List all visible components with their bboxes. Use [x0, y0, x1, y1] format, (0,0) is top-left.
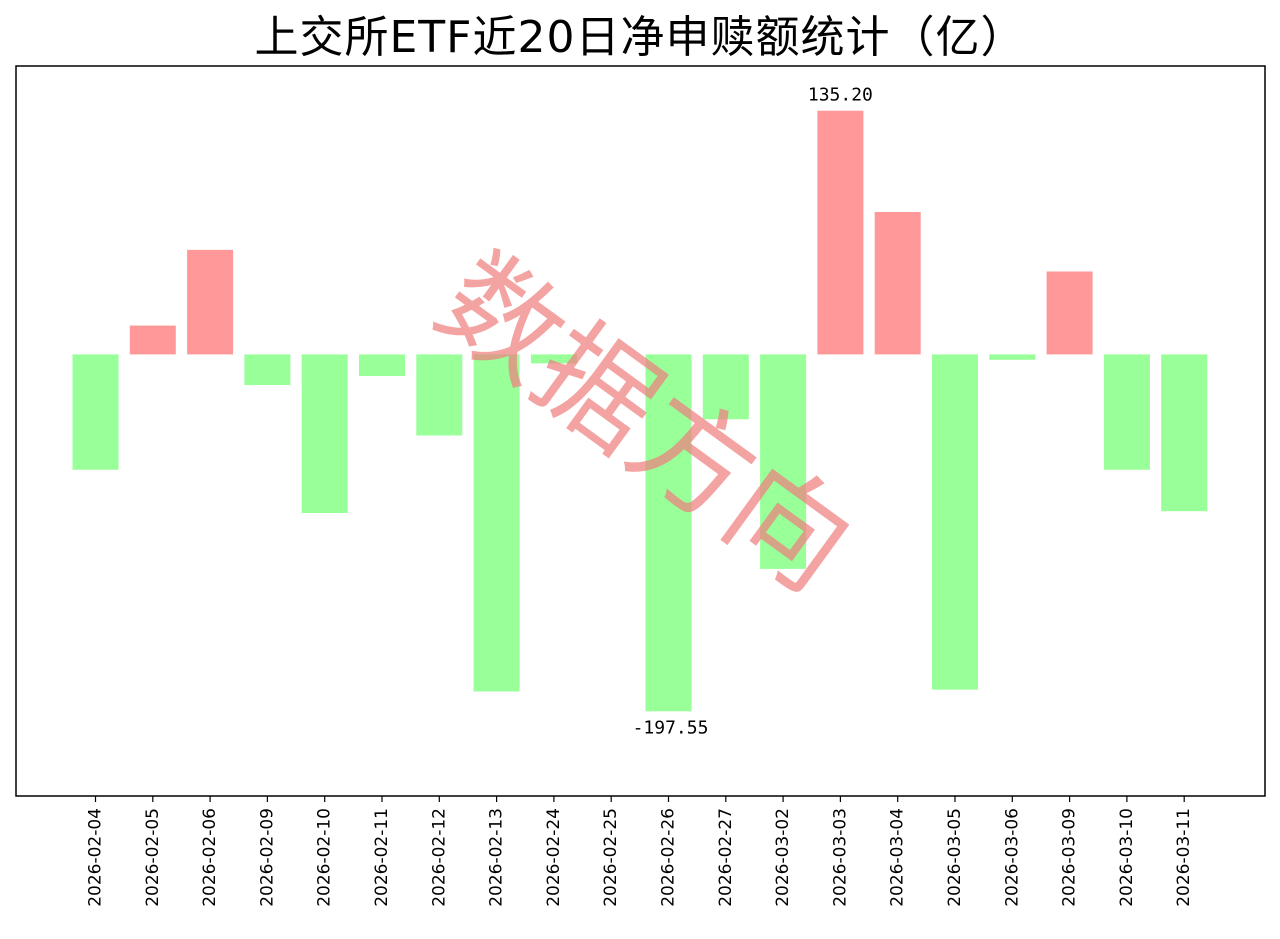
x-tick-label: 2026-02-12 [429, 808, 449, 907]
bar-2026-03-09 [1046, 271, 1093, 355]
x-tick-label: 2026-03-06 [1002, 808, 1022, 907]
bar-2026-02-06 [187, 249, 234, 355]
bar-2026-03-05 [932, 354, 978, 690]
x-tick-label: 2026-03-02 [773, 808, 793, 907]
bar-2026-02-13 [473, 354, 520, 692]
x-tick-label: 2026-02-27 [716, 808, 736, 907]
x-tick-label: 2026-03-10 [1117, 808, 1137, 907]
x-tick-label: 2026-02-10 [315, 808, 335, 907]
x-tick-label: 2026-03-09 [1060, 808, 1080, 907]
bar-2026-02-11 [359, 354, 405, 377]
bar-2026-03-03 [817, 110, 864, 355]
x-tick-label: 2026-03-03 [830, 808, 850, 907]
data-labels-layer: 135.20 -197.55 [633, 85, 873, 739]
bar-2026-02-26 [645, 354, 692, 712]
x-axis-ticks: 2026-02-04 2026-02-05 2026-02-06 2026-02-09… [86, 796, 1194, 907]
bar-2026-03-04 [874, 212, 921, 355]
bar-2026-02-04 [72, 354, 119, 470]
bar-2026-03-10 [1103, 354, 1150, 470]
bars-layer [72, 110, 1208, 712]
x-tick-label: 2026-02-05 [143, 808, 163, 907]
x-tick-label: 2026-03-11 [1174, 808, 1194, 907]
bar-2026-02-10 [301, 354, 348, 514]
x-tick-label: 2026-02-25 [601, 808, 621, 907]
x-tick-label: 2026-03-04 [888, 808, 908, 907]
bar-2026-03-06 [989, 354, 1036, 360]
chart-title: 上交所ETF近20日净申赎额统计（亿） [254, 12, 1026, 63]
bar-2026-02-27 [702, 354, 749, 420]
data-label-2026-02-26: -197.55 [633, 717, 709, 738]
x-tick-label: 2026-02-04 [86, 808, 106, 907]
x-tick-label: 2026-02-11 [372, 808, 392, 907]
bar-2026-02-12 [416, 354, 463, 436]
x-tick-label: 2026-02-09 [257, 808, 277, 907]
bar-2026-03-02 [760, 354, 807, 569]
bar-2026-02-24 [530, 354, 577, 364]
data-label-2026-03-03: 135.20 [808, 85, 873, 106]
bar-2026-02-09 [244, 354, 291, 386]
bar-2026-02-05 [129, 325, 176, 355]
bar-2026-03-11 [1161, 354, 1208, 512]
x-tick-label: 2026-02-13 [487, 808, 507, 907]
x-tick-label: 2026-03-05 [945, 808, 965, 907]
x-tick-label: 2026-02-06 [200, 808, 220, 907]
x-tick-label: 2026-02-24 [544, 808, 564, 907]
plot-frame [15, 65, 1266, 797]
x-tick-label: 2026-02-26 [659, 808, 679, 907]
